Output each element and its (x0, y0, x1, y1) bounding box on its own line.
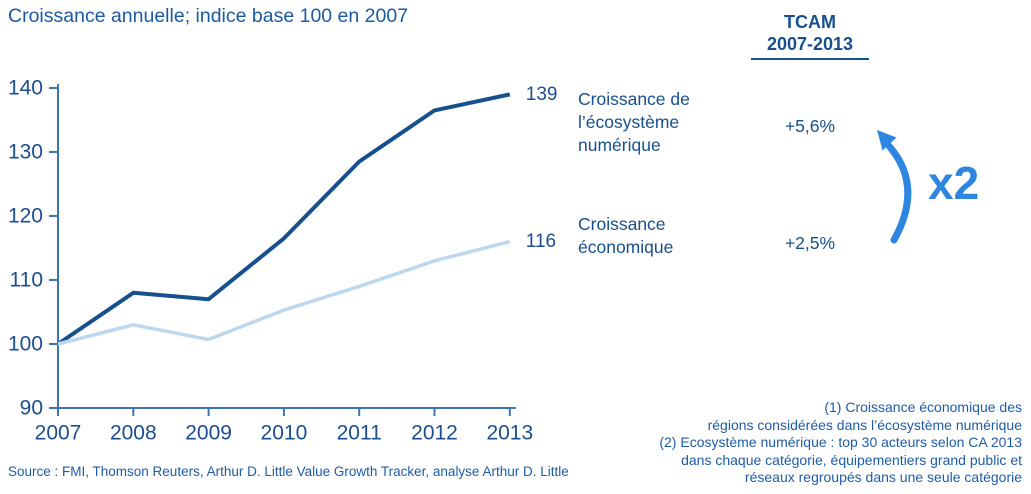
y-tick-label: 110 (10, 269, 43, 292)
x-tick-label: 2008 (110, 422, 157, 445)
tcam-header-line1: TCAM (784, 12, 836, 32)
y-tick-label: 130 (8, 141, 43, 164)
page-title: Croissance annuelle; indice base 100 en … (8, 5, 409, 27)
x-tick-label: 2013 (486, 422, 533, 445)
x-tick-label: 2009 (185, 422, 232, 445)
x-tick-label: 2012 (411, 422, 458, 445)
footnotes: (1) Croissance économique des régions co… (659, 399, 1022, 485)
x-tick-label: 2011 (337, 422, 382, 445)
y-tick-label: 120 (8, 205, 43, 228)
tcam-header: TCAM 2007-2013 (751, 11, 869, 60)
arrow-head (877, 130, 897, 151)
series-label-ecosystem: Croissance de l’écosystème numérique (578, 89, 690, 155)
tcam-value-economy: +2,5% (784, 233, 836, 253)
arrow-curve (885, 142, 912, 244)
series-line-1 (57, 239, 511, 346)
multiplier-label: x2 (928, 157, 980, 209)
doubling-curved-arrow-icon (877, 130, 912, 244)
series-end-label-0: 139 (526, 84, 558, 105)
tcam-value-ecosystem: +5,6% (784, 116, 836, 136)
tcam-header-line2: 2007-2013 (766, 34, 854, 54)
x-tick-label: 2010 (261, 422, 308, 445)
x-tick-label: 2007 (35, 422, 82, 445)
series-end-label-1: 116 (526, 231, 556, 252)
y-tick-label: 140 (8, 77, 43, 100)
source-line: Source : FMI, Thomson Reuters, Arthur D.… (8, 464, 569, 479)
y-tick-label: 100 (8, 333, 43, 356)
series-label-economy: Croissance économique (578, 214, 674, 257)
y-tick-label: 90 (20, 397, 43, 420)
series-line-0 (56, 92, 511, 346)
